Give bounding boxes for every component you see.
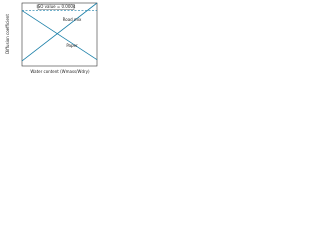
x-axis-label: Water content (Wmass/Wdry) — [30, 69, 90, 74]
plot-frame — [21, 2, 98, 67]
chart: Diffusion coefficient Water content (Wma… — [5, 2, 98, 74]
reference-label: ISO value = 0.0004 — [37, 4, 76, 9]
y-axis-label: Diffusion coefficient — [5, 14, 10, 54]
series-line — [21, 10, 98, 61]
reference-label-box — [37, 4, 75, 10]
series-label: Road mix — [63, 17, 82, 22]
series-label: Paper — [66, 43, 78, 48]
series-line — [21, 2, 98, 62]
